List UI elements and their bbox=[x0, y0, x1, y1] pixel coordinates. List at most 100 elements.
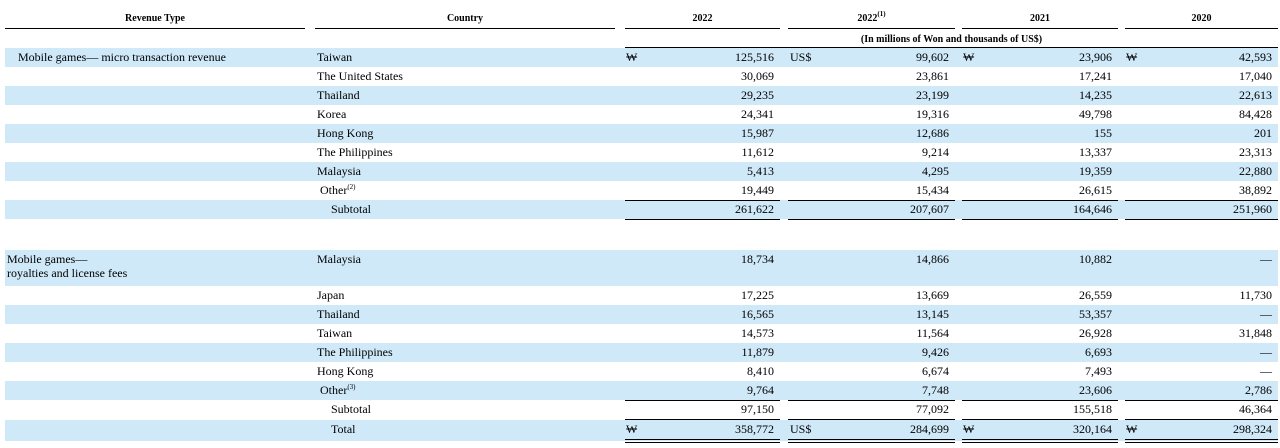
cell-rule bbox=[625, 400, 780, 401]
cell-rule bbox=[1125, 400, 1278, 401]
value: 19,359 bbox=[1079, 164, 1112, 178]
value: 11,879 bbox=[741, 345, 774, 359]
currency: US$ bbox=[790, 50, 812, 64]
currency: ₩ bbox=[626, 50, 638, 64]
cell-rule bbox=[962, 419, 1118, 420]
revenue-type: Mobile games— micro transaction revenue bbox=[18, 50, 226, 64]
footnote-marker: (2) bbox=[347, 183, 356, 191]
value: 29,235 bbox=[741, 88, 774, 102]
value: 6,693 bbox=[1085, 345, 1112, 359]
row-band bbox=[5, 343, 1278, 362]
cell-rule bbox=[788, 219, 955, 220]
value: 19,449 bbox=[741, 183, 774, 197]
value: 22,613 bbox=[1239, 88, 1272, 102]
value: 358,772 bbox=[735, 422, 774, 436]
value: 19,316 bbox=[916, 107, 949, 121]
value: 14,866 bbox=[916, 252, 949, 266]
unit-note: (In millions of Won and thousands of US$… bbox=[860, 34, 1043, 45]
footnote-marker: (1) bbox=[877, 10, 886, 18]
country: Subtotal bbox=[331, 402, 372, 416]
column-header: 2021 bbox=[1030, 13, 1050, 24]
country: Taiwan bbox=[317, 326, 353, 340]
value: 125,516 bbox=[735, 50, 774, 64]
header-rule bbox=[625, 28, 780, 29]
value: 12,686 bbox=[916, 126, 949, 140]
cell-rule bbox=[962, 200, 1118, 201]
currency: ₩ bbox=[963, 50, 975, 64]
value: 164,646 bbox=[1073, 202, 1112, 216]
country: Hong Kong bbox=[317, 364, 374, 378]
country: Other(2) bbox=[320, 183, 356, 197]
value: 38,892 bbox=[1239, 183, 1272, 197]
country: Subtotal bbox=[331, 202, 372, 216]
row-band bbox=[5, 305, 1278, 324]
country: Other(3) bbox=[320, 383, 356, 397]
country: Taiwan bbox=[317, 50, 353, 64]
cell-rule bbox=[625, 442, 780, 443]
value: 251,960 bbox=[1233, 202, 1272, 216]
country: The Philippines bbox=[317, 145, 393, 159]
cell-rule bbox=[625, 200, 780, 201]
value: 4,295 bbox=[922, 164, 949, 178]
value: — bbox=[1260, 252, 1272, 266]
value: 207,607 bbox=[910, 202, 949, 216]
cell-rule bbox=[625, 219, 780, 220]
value: 298,324 bbox=[1233, 422, 1272, 436]
value: 5,413 bbox=[747, 164, 774, 178]
cell-rule bbox=[962, 439, 1118, 440]
value: 24,341 bbox=[741, 107, 774, 121]
row-band bbox=[5, 124, 1278, 143]
cell-rule bbox=[788, 200, 955, 201]
value: 155 bbox=[1094, 126, 1112, 140]
header-rule bbox=[788, 28, 955, 29]
value: 26,928 bbox=[1079, 326, 1112, 340]
cell-rule bbox=[1125, 419, 1278, 420]
value: 13,337 bbox=[1079, 145, 1112, 159]
value: — bbox=[1260, 364, 1272, 378]
value: 26,615 bbox=[1079, 183, 1112, 197]
row-band bbox=[5, 48, 1278, 67]
value: — bbox=[1260, 307, 1272, 321]
value: 23,199 bbox=[916, 88, 949, 102]
value: 42,593 bbox=[1239, 50, 1272, 64]
value: 11,730 bbox=[1239, 288, 1272, 302]
cell-rule bbox=[962, 442, 1118, 443]
value: 201 bbox=[1254, 126, 1272, 140]
cell-rule bbox=[1125, 219, 1278, 220]
value: 13,669 bbox=[916, 288, 949, 302]
header-rule bbox=[5, 28, 305, 29]
value: 7,493 bbox=[1085, 364, 1112, 378]
value: 17,241 bbox=[1079, 69, 1112, 83]
value: 9,764 bbox=[747, 383, 774, 397]
cell-rule bbox=[1125, 200, 1278, 201]
header-rule bbox=[1125, 28, 1278, 29]
value: 284,699 bbox=[910, 422, 949, 436]
value: 13,145 bbox=[916, 307, 949, 321]
value: 53,357 bbox=[1079, 307, 1112, 321]
row-band bbox=[5, 162, 1278, 181]
cell-rule bbox=[788, 442, 955, 443]
country: Thailand bbox=[317, 307, 360, 321]
cell-rule bbox=[1125, 442, 1278, 443]
currency: ₩ bbox=[626, 422, 638, 436]
value: 14,235 bbox=[1079, 88, 1112, 102]
header-rule bbox=[315, 28, 615, 29]
cell-rule bbox=[1125, 439, 1278, 440]
value: 261,622 bbox=[735, 202, 774, 216]
value: 15,987 bbox=[741, 126, 774, 140]
value: 10,882 bbox=[1079, 252, 1112, 266]
revenue-type: royalties and license fees bbox=[7, 266, 128, 280]
column-header: Revenue Type bbox=[125, 13, 185, 24]
row-band bbox=[5, 250, 1278, 286]
value: — bbox=[1260, 345, 1272, 359]
country: Total bbox=[331, 422, 356, 436]
value: 23,606 bbox=[1079, 383, 1112, 397]
unit-rule bbox=[625, 47, 1278, 48]
row-band bbox=[5, 420, 1278, 441]
value: 49,798 bbox=[1079, 107, 1112, 121]
value: 97,150 bbox=[741, 402, 774, 416]
value: 26,559 bbox=[1079, 288, 1112, 302]
value: 6,674 bbox=[922, 364, 949, 378]
currency: ₩ bbox=[1126, 422, 1138, 436]
